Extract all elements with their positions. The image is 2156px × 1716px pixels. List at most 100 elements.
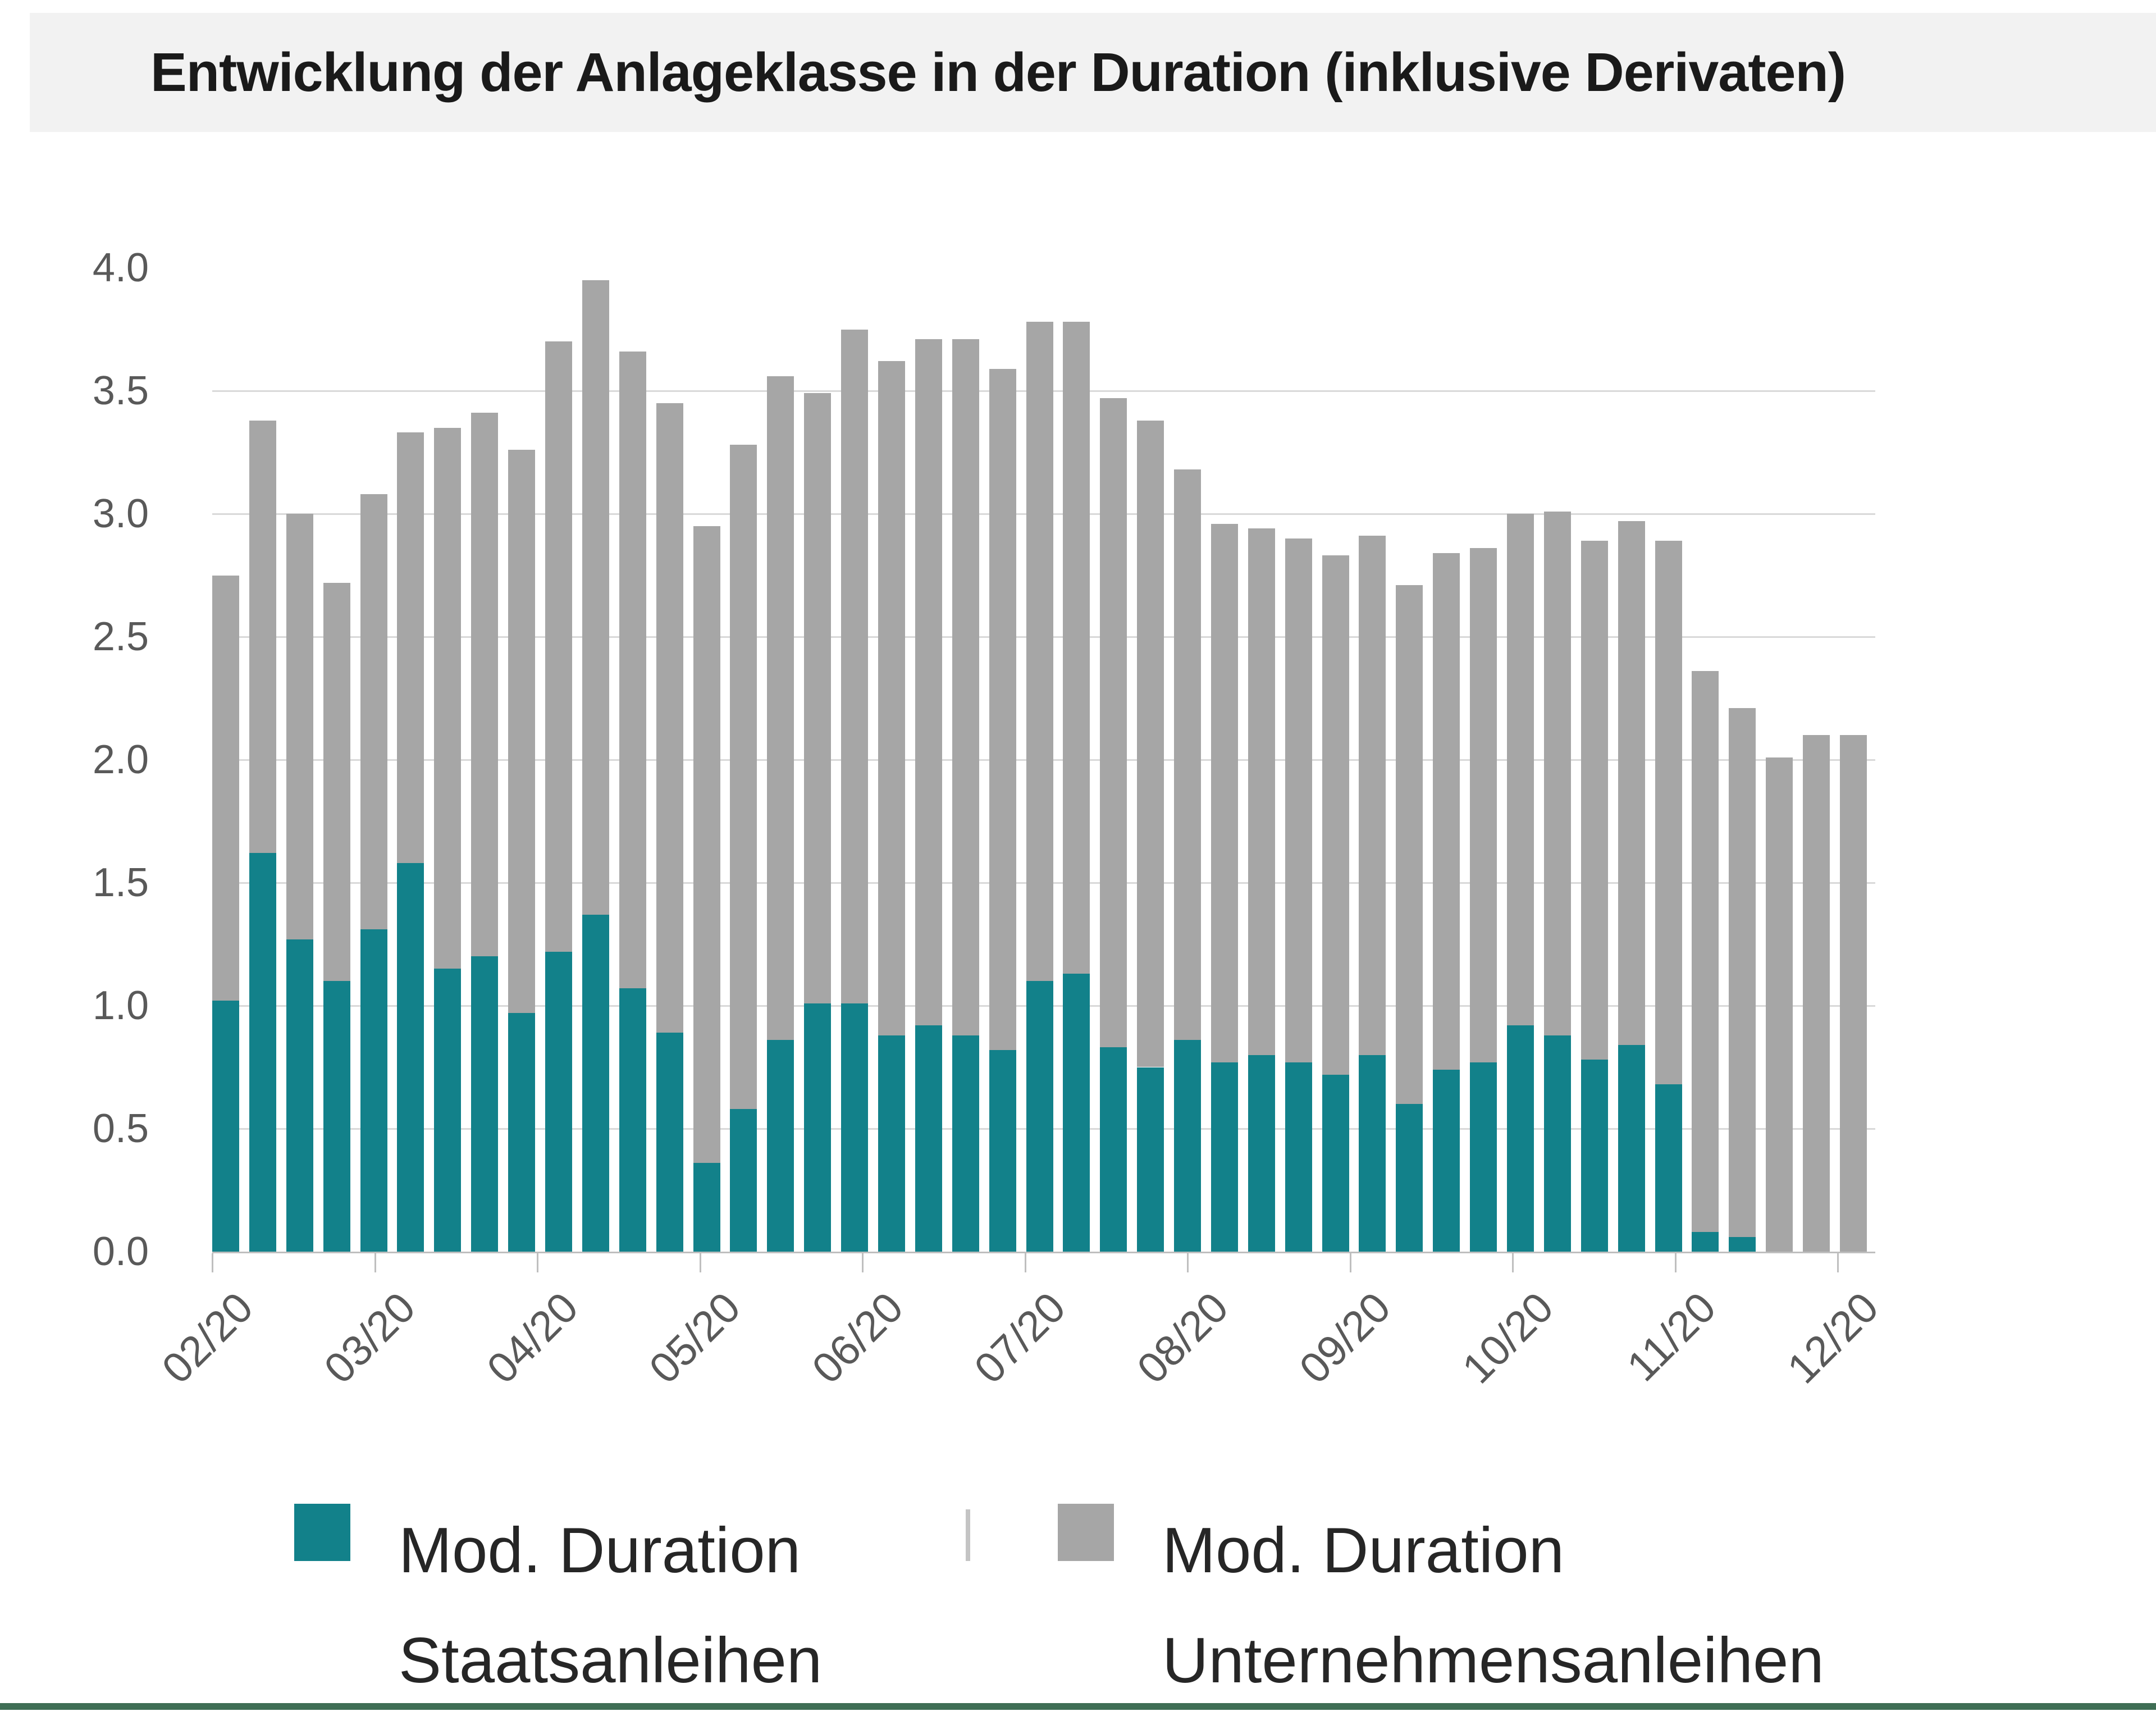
bar-segment-unternehmensanleihen bbox=[767, 376, 794, 1040]
x-axis-label: 10/20 bbox=[1453, 1283, 1563, 1393]
bar-segment-staatsanleihen bbox=[323, 981, 350, 1252]
bar-segment-unternehmensanleihen bbox=[286, 514, 313, 939]
legend-item-unternehmensanleihen: Mod. Duration Unternehmensanleihen bbox=[1058, 1496, 1824, 1716]
legend-label-staatsanleihen: Mod. Duration Staatsanleihen bbox=[399, 1496, 822, 1716]
bar-segment-unternehmensanleihen bbox=[841, 329, 869, 1003]
bar-segment-unternehmensanleihen bbox=[878, 361, 905, 1035]
bar-segment-staatsanleihen bbox=[1433, 1069, 1460, 1252]
bar-segment-staatsanleihen bbox=[1507, 1025, 1534, 1252]
bar-segment-staatsanleihen bbox=[582, 914, 609, 1252]
bar-segment-staatsanleihen bbox=[841, 1003, 869, 1252]
y-axis-label: 1.0 bbox=[92, 983, 149, 1028]
bar-segment-staatsanleihen bbox=[619, 988, 646, 1252]
bar-segment-staatsanleihen bbox=[1543, 1035, 1571, 1252]
bar-segment-unternehmensanleihen bbox=[1543, 511, 1571, 1035]
bar-segment-unternehmensanleihen bbox=[1248, 528, 1275, 1055]
bar-segment-unternehmensanleihen bbox=[1433, 553, 1460, 1070]
bar-segment-unternehmensanleihen bbox=[1470, 548, 1497, 1062]
bar-segment-unternehmensanleihen bbox=[693, 526, 720, 1163]
bar-segment-staatsanleihen bbox=[767, 1040, 794, 1252]
x-axis-label: 04/20 bbox=[478, 1283, 587, 1393]
bar-segment-staatsanleihen bbox=[1396, 1104, 1423, 1252]
y-axis-label: 0.0 bbox=[92, 1229, 149, 1274]
bar-segment-unternehmensanleihen bbox=[1396, 585, 1423, 1105]
bar-segment-staatsanleihen bbox=[1174, 1040, 1202, 1252]
bar-segment-staatsanleihen bbox=[952, 1035, 979, 1252]
bar-segment-staatsanleihen bbox=[989, 1049, 1016, 1252]
bar-segment-unternehmensanleihen bbox=[212, 575, 239, 1001]
bar-segment-staatsanleihen bbox=[1618, 1045, 1645, 1252]
x-axis-tick bbox=[1024, 1253, 1026, 1272]
bar-segment-unternehmensanleihen bbox=[1507, 514, 1534, 1026]
x-axis-label: 08/20 bbox=[1128, 1283, 1237, 1393]
bar-segment-unternehmensanleihen bbox=[1322, 555, 1349, 1075]
bar-segment-unternehmensanleihen bbox=[1840, 735, 1867, 1252]
legend-label-line: Mod. Duration bbox=[399, 1515, 801, 1586]
bar-segment-staatsanleihen bbox=[1137, 1067, 1164, 1252]
y-axis-label: 3.5 bbox=[92, 368, 149, 413]
x-axis-label: 07/20 bbox=[965, 1283, 1075, 1393]
legend-swatch-unternehmensanleihen-icon bbox=[1058, 1504, 1114, 1561]
bar-segment-unternehmensanleihen bbox=[1285, 538, 1312, 1062]
bar-segment-staatsanleihen bbox=[1322, 1074, 1349, 1252]
bar-segment-staatsanleihen bbox=[656, 1033, 683, 1252]
bar-segment-unternehmensanleihen bbox=[915, 339, 942, 1026]
bar-segment-staatsanleihen bbox=[249, 853, 276, 1252]
bar-segment-staatsanleihen bbox=[545, 951, 572, 1252]
bar-segment-staatsanleihen bbox=[1729, 1236, 1756, 1252]
x-axis-label: 12/20 bbox=[1778, 1283, 1888, 1393]
bar-segment-staatsanleihen bbox=[286, 939, 313, 1252]
bar-segment-staatsanleihen bbox=[434, 969, 462, 1252]
x-axis-tick bbox=[862, 1253, 864, 1272]
bar-segment-unternehmensanleihen bbox=[1729, 708, 1756, 1237]
bar-segment-staatsanleihen bbox=[878, 1035, 905, 1252]
y-axis-label: 2.0 bbox=[92, 737, 149, 782]
footer-strip bbox=[0, 1703, 2156, 1710]
legend-label-line: Staatsanleihen bbox=[399, 1625, 823, 1696]
bar-segment-unternehmensanleihen bbox=[1211, 523, 1238, 1062]
y-axis-label: 0.5 bbox=[92, 1106, 149, 1151]
x-axis-tick bbox=[212, 1253, 213, 1272]
bar-segment-unternehmensanleihen bbox=[1174, 469, 1202, 1040]
bar-segment-unternehmensanleihen bbox=[471, 413, 499, 957]
legend-item-staatsanleihen: Mod. Duration Staatsanleihen bbox=[294, 1496, 822, 1716]
legend-label-line: Mod. Duration bbox=[1162, 1515, 1565, 1586]
x-axis-tick bbox=[1187, 1253, 1189, 1272]
bar-segment-staatsanleihen bbox=[693, 1163, 720, 1252]
bar-segment-staatsanleihen bbox=[471, 956, 499, 1252]
bar-segment-unternehmensanleihen bbox=[323, 582, 350, 982]
bar-segment-unternehmensanleihen bbox=[1655, 541, 1682, 1085]
bar-segment-staatsanleihen bbox=[1285, 1062, 1312, 1252]
x-axis-tick bbox=[1512, 1253, 1514, 1272]
bar-segment-staatsanleihen bbox=[1063, 974, 1090, 1252]
x-axis-label: 06/20 bbox=[803, 1283, 912, 1393]
bar-segment-staatsanleihen bbox=[1100, 1047, 1127, 1252]
bar-segment-unternehmensanleihen bbox=[1803, 735, 1830, 1252]
bar-segment-staatsanleihen bbox=[915, 1025, 942, 1252]
y-axis-label: 1.5 bbox=[92, 860, 149, 905]
x-axis-label: 05/20 bbox=[640, 1283, 750, 1393]
bar-segment-unternehmensanleihen bbox=[1137, 420, 1164, 1067]
x-axis-label: 03/20 bbox=[315, 1283, 425, 1393]
bar-segment-unternehmensanleihen bbox=[619, 351, 646, 989]
x-axis-tick bbox=[1837, 1253, 1839, 1272]
bar-segment-unternehmensanleihen bbox=[1618, 521, 1645, 1046]
bar-segment-staatsanleihen bbox=[1359, 1055, 1386, 1252]
legend-divider bbox=[966, 1509, 970, 1561]
bar-segment-unternehmensanleihen bbox=[989, 368, 1016, 1050]
bar-segment-unternehmensanleihen bbox=[1766, 757, 1793, 1252]
x-axis-label: 02/20 bbox=[153, 1283, 262, 1393]
y-axis-label: 3.0 bbox=[92, 491, 149, 536]
x-axis-line bbox=[212, 1252, 1875, 1253]
bar-segment-staatsanleihen bbox=[508, 1013, 536, 1252]
y-axis-label: 4.0 bbox=[92, 245, 149, 290]
bar-segment-unternehmensanleihen bbox=[360, 494, 387, 930]
bar-segment-unternehmensanleihen bbox=[656, 403, 683, 1033]
x-axis-tick bbox=[1349, 1253, 1351, 1272]
bar-segment-staatsanleihen bbox=[1211, 1062, 1238, 1252]
bar-segment-unternehmensanleihen bbox=[1063, 322, 1090, 974]
bar-segment-staatsanleihen bbox=[1026, 981, 1053, 1252]
title-band: Entwicklung der Anlageklasse in der Dura… bbox=[30, 13, 2156, 132]
bar-segment-unternehmensanleihen bbox=[1100, 398, 1127, 1048]
